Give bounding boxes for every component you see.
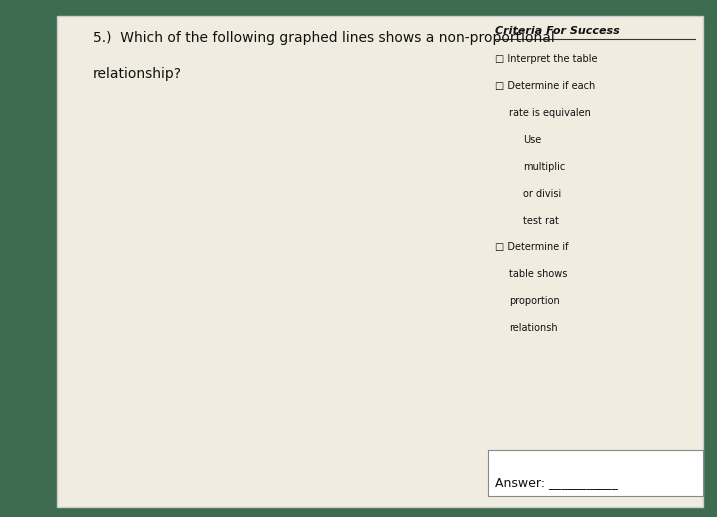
Text: Use: Use	[523, 135, 541, 145]
Text: Answer: ___________: Answer: ___________	[495, 476, 617, 489]
Text: Line D: Line D	[394, 340, 429, 350]
Text: relationsh: relationsh	[509, 323, 558, 333]
Text: 5.)  Which of the following graphed lines shows a non-proportional: 5.) Which of the following graphed lines…	[93, 31, 555, 45]
Text: Criteria For Success: Criteria For Success	[495, 26, 619, 36]
Text: or divisi: or divisi	[523, 189, 561, 199]
Text: table shows: table shows	[509, 269, 567, 279]
Text: multiplic: multiplic	[523, 162, 566, 172]
Text: Line C: Line C	[380, 183, 414, 193]
Text: □ Determine if each: □ Determine if each	[495, 81, 595, 91]
Text: □ Interpret the table: □ Interpret the table	[495, 54, 597, 64]
Text: Line B: Line B	[242, 107, 277, 117]
Text: relationship?: relationship?	[93, 67, 182, 81]
Text: test rat: test rat	[523, 216, 559, 225]
Text: proportion: proportion	[509, 296, 560, 306]
Text: rate is equivalen: rate is equivalen	[509, 108, 591, 118]
Text: Line A: Line A	[176, 147, 211, 157]
Text: □ Determine if: □ Determine if	[495, 242, 569, 252]
